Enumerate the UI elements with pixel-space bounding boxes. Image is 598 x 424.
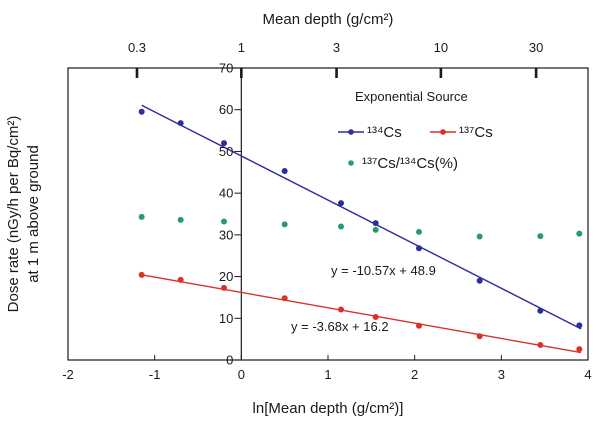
legend-label-137cs: ¹³⁷Cs (459, 124, 493, 141)
x-tick-label: 4 (584, 367, 591, 382)
point-ratio (416, 229, 422, 235)
point-137cs (221, 285, 227, 291)
legend-marker-134cs (348, 129, 354, 135)
point-134cs (282, 168, 288, 174)
x-tick-label: 0 (238, 367, 245, 382)
top-axis-title: Mean depth (g/cm²) (263, 11, 394, 28)
legend-entry-ratio: ¹³⁷Cs/¹³⁴Cs(%) (348, 155, 458, 172)
x-tick-label: 3 (498, 367, 505, 382)
point-137cs (338, 307, 344, 313)
point-137cs (477, 333, 483, 339)
plot-frame (68, 68, 588, 360)
point-137cs (537, 342, 543, 348)
point-137cs (139, 272, 145, 278)
point-137cs (373, 314, 379, 320)
fit-line-134cs (142, 105, 581, 329)
legend-title: Exponential Source (355, 89, 468, 104)
point-137cs (178, 277, 184, 283)
x-tick-label: -2 (62, 367, 74, 382)
point-134cs (477, 278, 483, 284)
top-tick-label: 10 (434, 40, 448, 55)
point-ratio (576, 231, 582, 237)
legend-entry-134cs: ¹³⁴Cs (338, 124, 402, 141)
legend-label-134cs: ¹³⁴Cs (367, 124, 402, 141)
top-tick-label: 3 (333, 40, 340, 55)
x-axis-title: ln[Mean depth (g/cm²)] (253, 400, 404, 417)
legend-entry-137cs: ¹³⁷Cs (430, 124, 493, 141)
point-137cs (416, 323, 422, 329)
point-134cs (139, 109, 145, 115)
y-tick-label: 70 (219, 61, 233, 76)
y-tick-label: 30 (219, 227, 233, 242)
top-tick-label: 0.3 (128, 40, 146, 55)
point-ratio (373, 227, 379, 233)
y-tick-label: 40 (219, 186, 233, 201)
point-ratio (139, 214, 145, 220)
point-134cs (221, 140, 227, 146)
point-ratio (338, 224, 344, 230)
y-tick-label: 0 (226, 353, 233, 368)
legend: Exponential Source ¹³⁴Cs ¹³⁷Cs ¹³⁷Cs/¹³⁴… (338, 89, 493, 172)
y-tick-label: 60 (219, 102, 233, 117)
point-ratio (537, 233, 543, 239)
legend-marker-ratio (348, 160, 354, 166)
point-ratio (282, 221, 288, 227)
y-tick-label: 50 (219, 144, 233, 159)
y-axis-title-line2: at 1 m above ground (25, 145, 42, 283)
legend-label-ratio: ¹³⁷Cs/¹³⁴Cs(%) (362, 155, 458, 172)
x-tick-label: 2 (411, 367, 418, 382)
point-134cs (373, 220, 379, 226)
fit-line-137cs (142, 275, 581, 353)
top-tick-label: 1 (238, 40, 245, 55)
point-134cs (537, 308, 543, 314)
x-tick-label: 1 (324, 367, 331, 382)
point-ratio (178, 217, 184, 223)
legend-marker-137cs (440, 129, 446, 135)
y-tick-label: 20 (219, 269, 233, 284)
point-137cs (576, 346, 582, 352)
point-134cs (416, 245, 422, 251)
point-137cs (282, 295, 288, 301)
fit-equation-134cs: y = -10.57x + 48.9 (331, 263, 436, 278)
y-tick-label: 10 (219, 311, 233, 326)
y-axis-title-line1: Dose rate (nGy/h per Bq/cm²) (5, 116, 22, 313)
top-tick-label: 30 (529, 40, 543, 55)
fit-equation-137cs: y = -3.68x + 16.2 (291, 319, 389, 334)
point-ratio (477, 234, 483, 240)
point-134cs (576, 322, 582, 328)
x-tick-label: -1 (149, 367, 161, 382)
point-ratio (221, 219, 227, 225)
point-134cs (338, 200, 344, 206)
point-134cs (178, 120, 184, 126)
